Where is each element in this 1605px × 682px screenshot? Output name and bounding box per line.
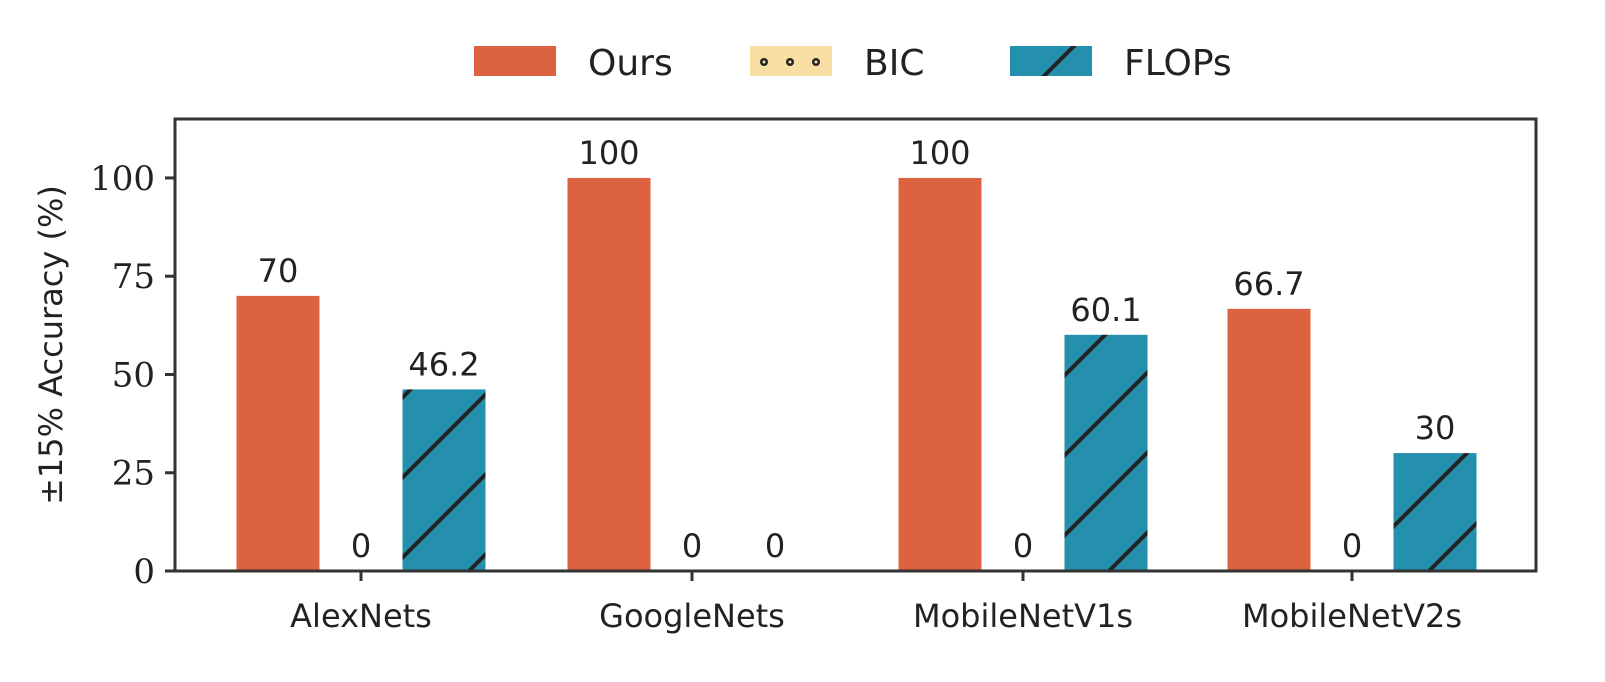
data-label-ours-alexnets: 70 [258,252,299,290]
legend-label-flops: FLOPs [1124,43,1232,84]
data-label-ours-googlenets: 100 [578,134,639,172]
data-label-flops-mobilenetv1s: 60.1 [1070,291,1141,329]
y-axis: 0 25 50 75 100 [90,159,175,592]
legend-swatch-bic [750,46,832,76]
data-label-flops-alexnets: 46.2 [408,345,479,383]
data-label-bic-googlenets: 0 [682,527,702,565]
data-labels: 70 100 100 66.7 0 0 0 0 46.2 0 60.1 30 [258,134,1456,565]
bar-flops-mobilenetv1s [1064,334,1148,571]
data-label-bic-mobilenetv2s: 0 [1342,527,1362,565]
y-tick-label: 50 [112,355,155,395]
x-tick-label-alexnets: AlexNets [290,597,432,635]
bar-flops-alexnets [402,389,486,571]
data-label-flops-googlenets: 0 [765,527,785,565]
data-label-ours-mobilenetv2s: 66.7 [1233,265,1304,303]
legend-item-bic: BIC [750,43,924,84]
y-tick-label: 100 [90,159,155,199]
legend-swatch-flops [1010,46,1092,76]
legend-item-flops: FLOPs [1010,43,1232,84]
y-tick-label: 75 [112,257,155,297]
data-label-bic-alexnets: 0 [351,527,371,565]
bar-ours-alexnets [236,295,320,571]
data-label-bic-mobilenetv1s: 0 [1013,527,1033,565]
legend-label-ours: Ours [588,43,673,84]
y-tick-label: 25 [112,454,155,494]
legend-label-bic: BIC [864,43,924,84]
x-tick-label-googlenets: GoogleNets [599,597,785,635]
y-tick-label: 0 [133,552,155,592]
bar-flops-mobilenetv2s [1393,453,1477,571]
y-axis-title: ±15% Accuracy (%) [32,185,70,505]
bar-ours-mobilenetv1s [898,177,982,571]
data-label-flops-mobilenetv2s: 30 [1415,409,1456,447]
legend-swatch-ours [474,46,556,76]
bar-ours-mobilenetv2s [1227,308,1311,571]
bars [236,177,1477,571]
data-label-ours-mobilenetv1s: 100 [909,134,970,172]
legend-item-ours: Ours [474,43,673,84]
bar-ours-googlenets [567,177,651,571]
plot-frame [173,117,1538,573]
x-axis: AlexNets GoogleNets MobileNetV1s MobileNetV… [290,571,1462,635]
legend: Ours BIC FLOPs [474,43,1232,84]
x-tick-label-mobilenetv1s: MobileNetV1s [913,597,1133,635]
x-tick-label-mobilenetv2s: MobileNetV2s [1242,597,1462,635]
